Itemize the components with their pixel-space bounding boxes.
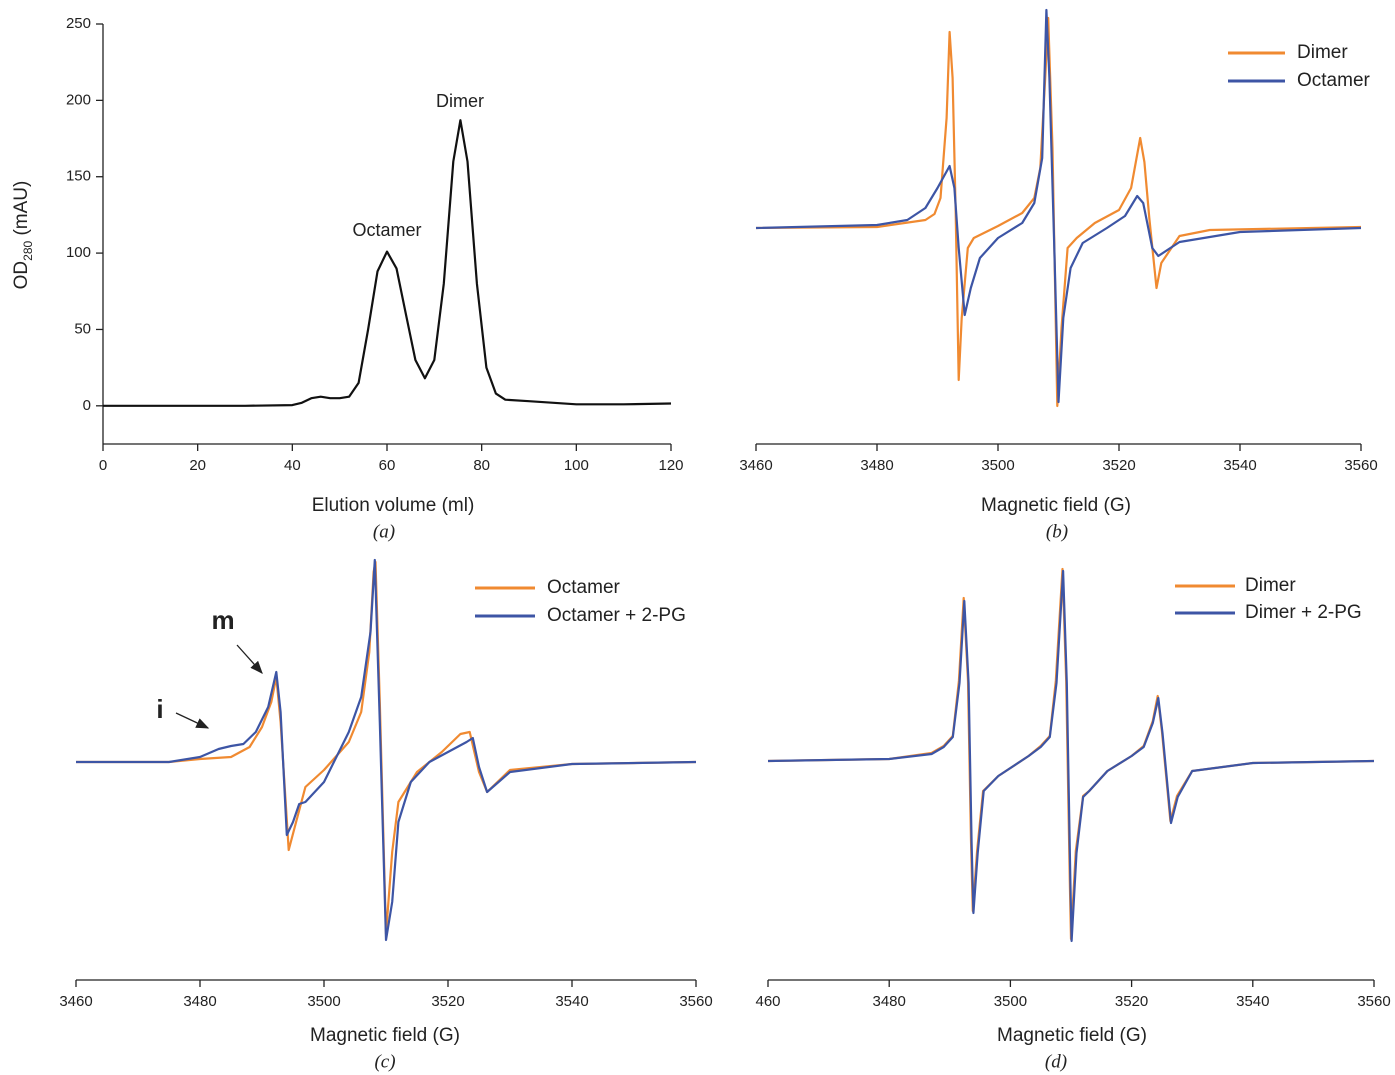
legend-label: Dimer + 2-PG: [1245, 602, 1362, 623]
spectrum-line: [767, 569, 1375, 943]
x-tick-label: 3540: [555, 993, 588, 1010]
panel-caption: (d): [1045, 1051, 1067, 1072]
panel-caption: (a): [373, 521, 395, 542]
spectrum-line: [76, 558, 697, 942]
y-label-sub: 280: [21, 241, 35, 261]
x-tick-label: 100: [564, 457, 589, 474]
legend-label: Dimer: [1297, 42, 1348, 63]
panel-caption: (c): [374, 1051, 395, 1072]
x-tick-label: 3500: [994, 993, 1027, 1010]
x-tick-label: 3500: [981, 457, 1014, 474]
x-axis-label: Elution volume (ml): [312, 495, 475, 516]
legend-label: Octamer: [1297, 70, 1371, 91]
spectrum-line: [76, 560, 697, 936]
spectrum-line: [755, 8, 1362, 404]
x-tick-label: 3480: [183, 993, 216, 1010]
y-label-main: OD: [11, 261, 32, 290]
y-tick-label: 200: [66, 91, 91, 108]
y-tick-label: 50: [74, 320, 91, 337]
x-tick-label: 40: [284, 457, 301, 474]
legend-label: Dimer: [1245, 575, 1296, 596]
x-tick-label: 3460: [59, 993, 92, 1010]
x-axis-label: Magnetic field (G): [310, 1025, 460, 1046]
x-tick-label: 0: [99, 457, 107, 474]
x-tick-label: 460: [755, 993, 780, 1010]
x-tick-label: 20: [189, 457, 206, 474]
x-tick-label: 60: [379, 457, 396, 474]
y-tick-label: 150: [66, 168, 91, 185]
x-tick-label: 3520: [1102, 457, 1135, 474]
y-label-unit: (mAU): [11, 181, 32, 236]
arrow: [175, 712, 210, 729]
spectrum-line: [103, 119, 672, 407]
annotation: Octamer: [352, 220, 421, 240]
x-tick-label: 3500: [307, 993, 340, 1010]
panel-caption: (b): [1046, 521, 1068, 542]
x-tick-label: 3560: [1357, 993, 1390, 1010]
arrow: [236, 644, 263, 674]
x-tick-label: 3520: [1115, 993, 1148, 1010]
x-axis-label: Magnetic field (G): [981, 495, 1131, 516]
x-axis-label: Magnetic field (G): [997, 1025, 1147, 1046]
annotation: i: [156, 694, 163, 724]
x-tick-label: 3480: [873, 993, 906, 1010]
x-tick-label: 3460: [739, 457, 772, 474]
annotation: m: [211, 605, 234, 635]
x-tick-label: 3560: [679, 993, 712, 1010]
x-tick-label: 3560: [1344, 457, 1377, 474]
y-tick-label: 100: [66, 244, 91, 261]
x-tick-label: 120: [658, 457, 683, 474]
legend-label: Octamer: [547, 577, 621, 598]
annotation: Dimer: [436, 91, 484, 111]
x-tick-label: 3540: [1236, 993, 1269, 1010]
legend-label: Octamer + 2-PG: [547, 605, 686, 626]
x-tick-label: 80: [473, 457, 490, 474]
y-tick-label: 0: [83, 397, 91, 414]
x-tick-label: 3480: [860, 457, 893, 474]
x-tick-label: 3540: [1223, 457, 1256, 474]
y-axis-label: OD280 (mAU): [11, 181, 35, 290]
x-tick-label: 3520: [431, 993, 464, 1010]
y-tick-label: 250: [66, 15, 91, 32]
spectrum-line: [755, 16, 1362, 408]
